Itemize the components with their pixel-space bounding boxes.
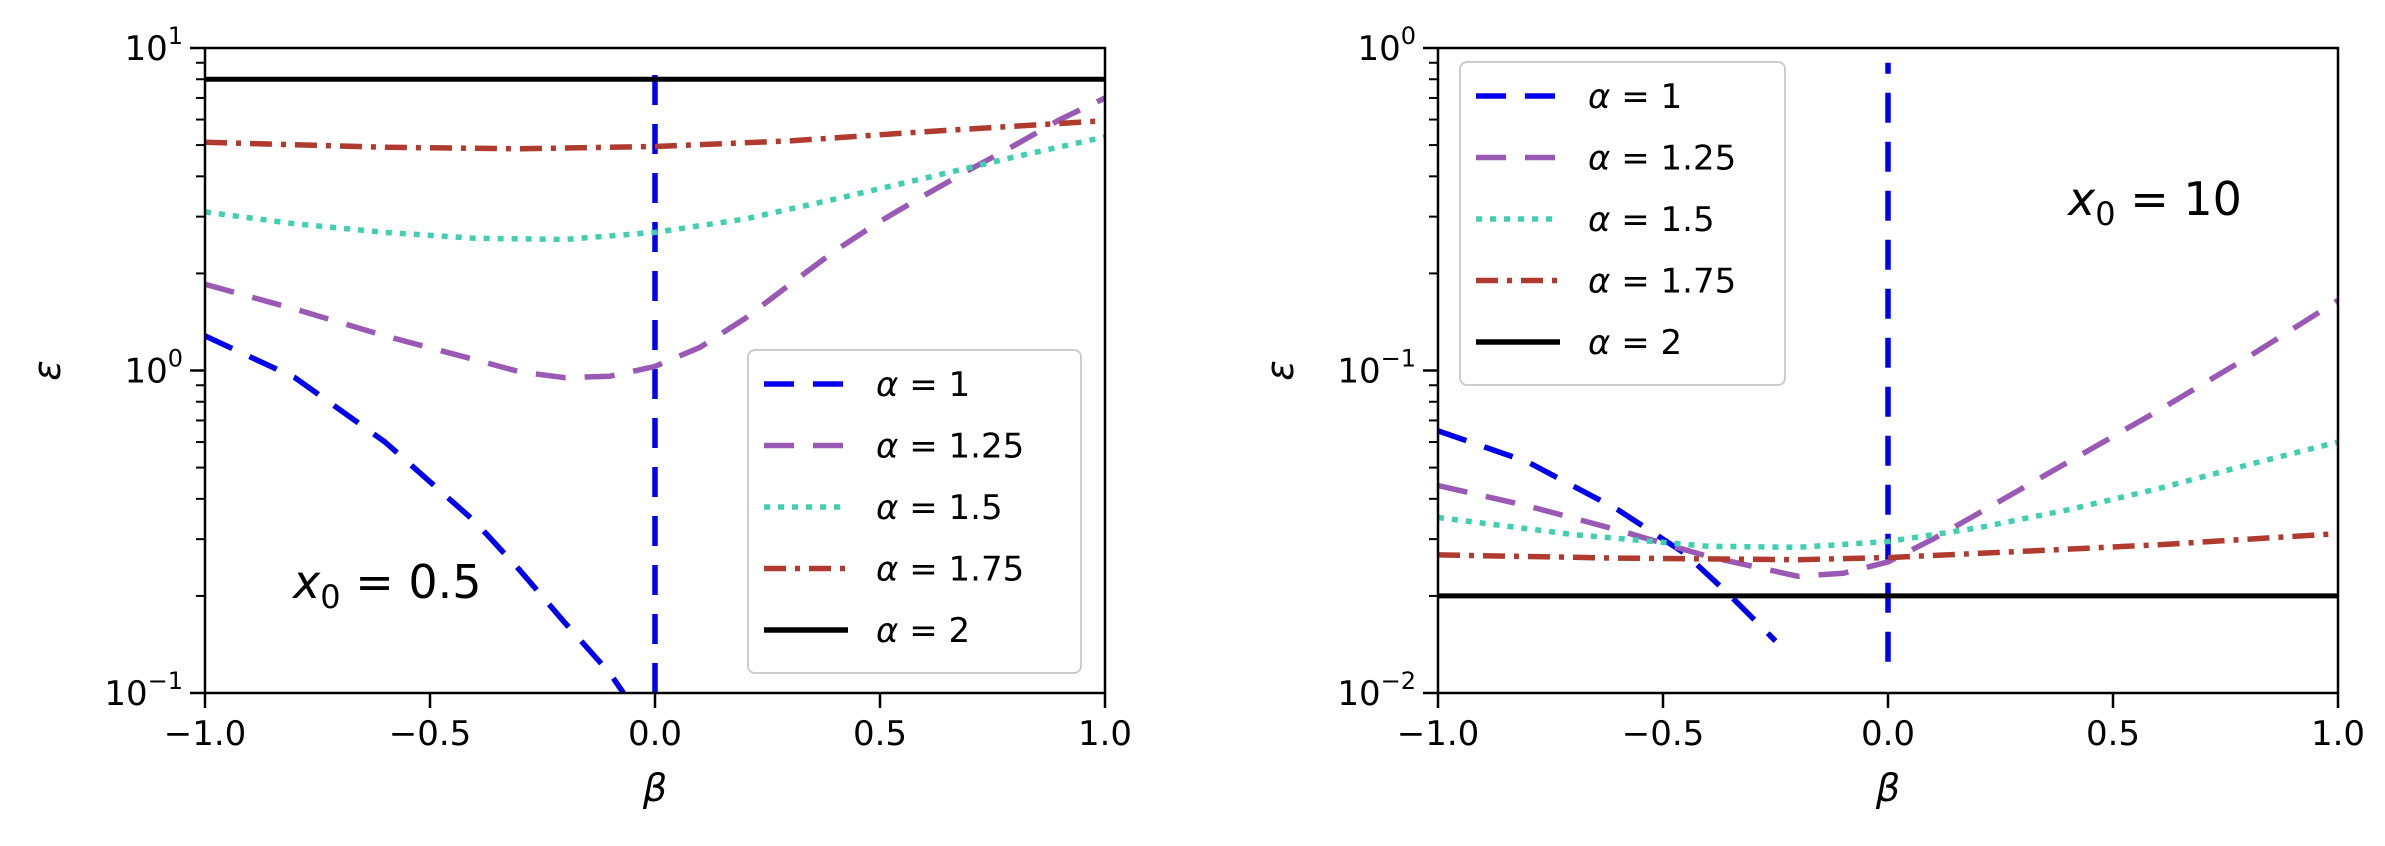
y-tick-base: 10 xyxy=(1357,29,1400,69)
annotation-subscript: 0 xyxy=(320,578,340,616)
y-axis-label: ε xyxy=(25,360,69,381)
annotation-value: = 10 xyxy=(2116,172,2242,226)
legend-label-5: α = 2 xyxy=(876,611,970,651)
y-tick-exponent: −1 xyxy=(148,667,183,695)
x-tick-label: 0.5 xyxy=(2086,714,2140,754)
x-axis-label: β xyxy=(1875,766,1900,810)
legend-label-3: α = 1.5 xyxy=(876,488,1003,528)
annotation-subscript: 0 xyxy=(2095,195,2115,233)
legend-value: = 1.75 xyxy=(898,550,1024,590)
legend-label-4: α = 1.75 xyxy=(876,550,1024,590)
x-tick-label: −0.5 xyxy=(1622,714,1705,754)
legend-var: α xyxy=(876,488,898,528)
legend-var: α xyxy=(876,427,898,467)
x-tick-label: −1.0 xyxy=(164,714,247,754)
legend-box xyxy=(1459,61,1786,386)
parameter-annotation: x0 = 10 xyxy=(2066,172,2242,233)
series-line-4 xyxy=(205,117,1105,152)
legend-var: α xyxy=(1588,262,1610,302)
legend-label-1: α = 1 xyxy=(1588,77,1682,117)
legend-var: α xyxy=(1588,323,1610,363)
y-tick-label: 101 xyxy=(124,22,183,69)
y-tick-label: 10−2 xyxy=(1337,667,1416,714)
legend-label-2: α = 1.25 xyxy=(1588,139,1736,179)
legend-value: = 1.75 xyxy=(1610,262,1736,302)
legend-label-5: α = 2 xyxy=(1588,323,1682,363)
parameter-annotation: x0 = 0.5 xyxy=(291,555,482,616)
y-tick-exponent: 1 xyxy=(168,22,183,50)
legend-var: α xyxy=(1588,139,1610,179)
series-group xyxy=(205,62,1105,693)
legend-box xyxy=(747,349,1082,674)
series-line-2 xyxy=(1438,298,2338,580)
y-tick-label: 100 xyxy=(124,345,183,392)
legend-var: α xyxy=(876,611,898,651)
y-tick-exponent: 0 xyxy=(1401,22,1416,50)
x-tick-label: 0.5 xyxy=(853,714,907,754)
legend-value: = 1 xyxy=(1610,77,1682,117)
plot-frame xyxy=(203,46,1107,695)
x-tick-label: 0.0 xyxy=(1861,714,1915,754)
series-line-3 xyxy=(205,134,1105,243)
legend: α = 1α = 1.25α = 1.5α = 1.75α = 2 xyxy=(1459,61,1786,386)
legend-label-2: α = 1.25 xyxy=(876,427,1024,467)
legend: α = 1α = 1.25α = 1.5α = 1.75α = 2 xyxy=(747,349,1082,674)
plot-frame xyxy=(1436,46,2340,695)
series-line-1 xyxy=(205,333,626,693)
x-tick-label: −0.5 xyxy=(389,714,472,754)
y-tick-label: 10−1 xyxy=(1337,345,1416,392)
y-tick-label: 100 xyxy=(1357,22,1416,69)
annotation-var: x xyxy=(2066,172,2096,226)
legend-var: α xyxy=(1588,77,1610,117)
x-tick-label: −1.0 xyxy=(1397,714,1480,754)
legend-value: = 1.5 xyxy=(898,488,1002,528)
legend-value: = 1.25 xyxy=(1610,139,1736,179)
x-axis-label: β xyxy=(642,766,667,810)
x-tick-label: 1.0 xyxy=(1078,714,1132,754)
x-tick-label: 1.0 xyxy=(2311,714,2365,754)
legend-var: α xyxy=(876,550,898,590)
legend-label-3: α = 1.5 xyxy=(1588,200,1715,240)
y-tick-exponent: −2 xyxy=(1381,667,1416,695)
legend-label-4: α = 1.75 xyxy=(1588,262,1736,302)
y-tick-base: 10 xyxy=(1337,352,1380,392)
series-line-2 xyxy=(205,95,1105,381)
series-line-4 xyxy=(1438,530,2338,563)
x-tick-label: 0.0 xyxy=(628,714,682,754)
y-tick-exponent: −1 xyxy=(1381,345,1416,373)
y-tick-base: 10 xyxy=(1337,674,1380,714)
y-tick-label: 10−1 xyxy=(104,667,183,714)
legend-value: = 1 xyxy=(898,365,970,405)
legend-value: = 2 xyxy=(898,611,970,651)
legend-value: = 2 xyxy=(1610,323,1682,363)
y-tick-base: 10 xyxy=(124,352,167,392)
y-tick-exponent: 0 xyxy=(168,345,183,373)
legend-value: = 1.25 xyxy=(898,427,1024,467)
legend-value: = 1.5 xyxy=(1610,200,1714,240)
series-group xyxy=(1438,62,2338,662)
annotation-value: = 0.5 xyxy=(341,555,482,609)
y-axis-label: ε xyxy=(1258,360,1302,381)
annotation-var: x xyxy=(291,555,321,609)
y-tick-base: 10 xyxy=(104,674,147,714)
legend-var: α xyxy=(1588,200,1610,240)
series-line-1 xyxy=(1438,428,1778,643)
series-line-3 xyxy=(1438,439,2338,551)
y-tick-base: 10 xyxy=(124,29,167,69)
legend-label-1: α = 1 xyxy=(876,365,970,405)
legend-var: α xyxy=(876,365,898,405)
